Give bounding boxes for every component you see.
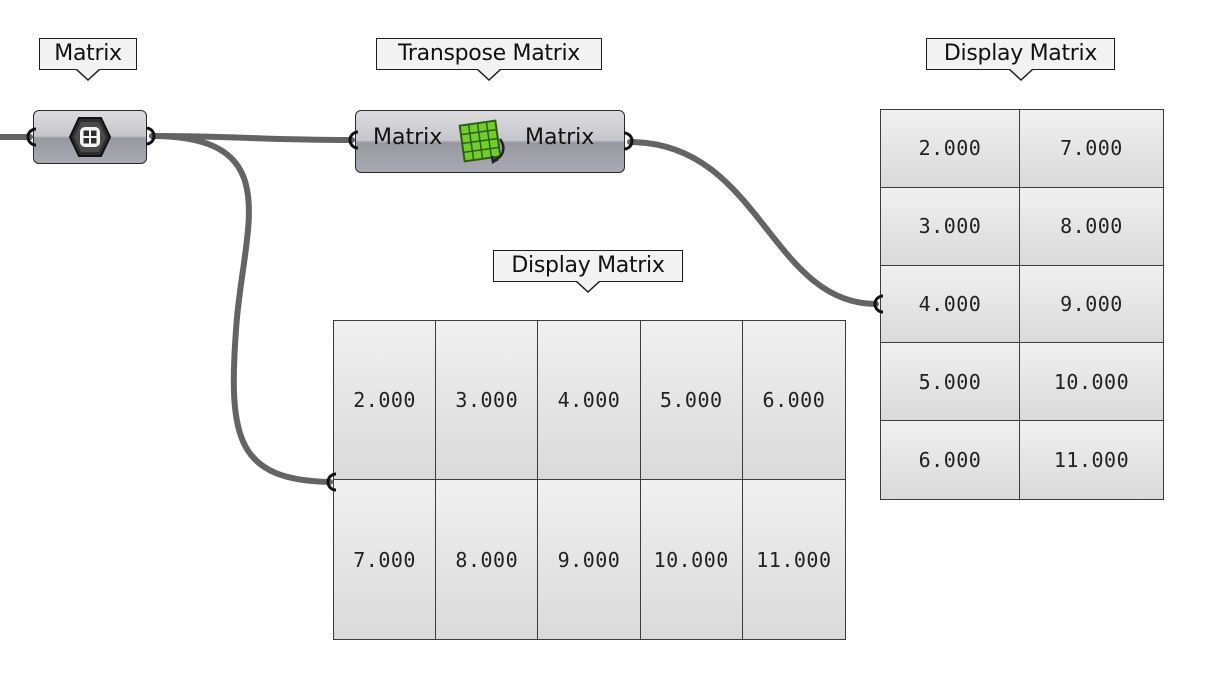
transpose-matrix-tag-label: Transpose Matrix — [397, 41, 581, 66]
matrix-cell: 7.000 — [334, 480, 437, 639]
tag-pointer-icon — [477, 69, 501, 81]
matrix-cell: 3.000 — [881, 187, 1020, 266]
matrix-param-output-grip[interactable] — [145, 126, 157, 146]
matrix-cell: 8.000 — [1020, 187, 1163, 266]
matrix-cell: 10.000 — [1020, 343, 1163, 422]
matrix-cell: 2.000 — [881, 110, 1020, 188]
matrix-cell: 11.000 — [1020, 421, 1163, 499]
matrix-cell: 9.000 — [1020, 265, 1163, 344]
matrix-param-input-grip[interactable] — [25, 127, 37, 147]
matrix-cell: 11.000 — [742, 480, 845, 639]
display-matrix-bottom-input-grip[interactable] — [325, 472, 337, 492]
matrix-cell: 7.000 — [1020, 110, 1163, 188]
matrix-cell: 6.000 — [742, 321, 845, 480]
matrix-cell: 3.000 — [436, 321, 539, 480]
display-matrix-right-tag-label: Display Matrix — [943, 41, 1098, 66]
matrix-param-tag-label: Matrix — [54, 41, 122, 66]
matrix-param-tag: Matrix — [39, 38, 137, 81]
matrix-cell: 8.000 — [436, 480, 539, 639]
wire-transpose-to-display-right — [627, 139, 879, 307]
tag-pointer-icon — [1008, 69, 1033, 81]
transpose-input-label[interactable]: Matrix — [373, 125, 443, 150]
matrix-cell: 2.000 — [334, 321, 437, 480]
tag-pointer-icon — [576, 281, 600, 293]
wire-matrix-to-display-bottom — [149, 133, 333, 485]
matrix-cell: 6.000 — [881, 421, 1020, 499]
matrix-cell: 9.000 — [538, 480, 641, 639]
transpose-matrix-tag: Transpose Matrix — [376, 38, 602, 81]
display-matrix-right-input-grip[interactable] — [872, 294, 884, 314]
display-matrix-right-panel[interactable]: 2.000 7.000 3.000 8.000 4.000 9.000 5.00… — [880, 109, 1164, 500]
matrix-cell: 4.000 — [881, 265, 1020, 344]
display-matrix-right-tag: Display Matrix — [926, 38, 1115, 81]
display-matrix-bottom-panel[interactable]: 2.000 3.000 4.000 5.000 6.000 7.000 8.00… — [333, 320, 846, 640]
transpose-output-label[interactable]: Matrix — [525, 125, 595, 150]
matrix-param-component[interactable] — [33, 110, 147, 164]
transpose-input-grip[interactable] — [347, 130, 359, 150]
matrix-cell: 5.000 — [640, 321, 743, 480]
matrix-hexagon-icon — [68, 117, 112, 157]
transpose-matrix-icon — [458, 119, 505, 165]
transpose-matrix-component[interactable]: Matrix Matrix — [355, 110, 625, 173]
display-matrix-bottom-tag-label: Display Matrix — [511, 253, 665, 278]
transpose-output-grip[interactable] — [623, 131, 635, 151]
matrix-cell: 4.000 — [538, 321, 641, 480]
tag-pointer-icon — [76, 69, 100, 81]
display-matrix-bottom-tag: Display Matrix — [493, 250, 683, 293]
matrix-cell: 5.000 — [881, 343, 1020, 422]
matrix-cell: 10.000 — [640, 480, 743, 639]
